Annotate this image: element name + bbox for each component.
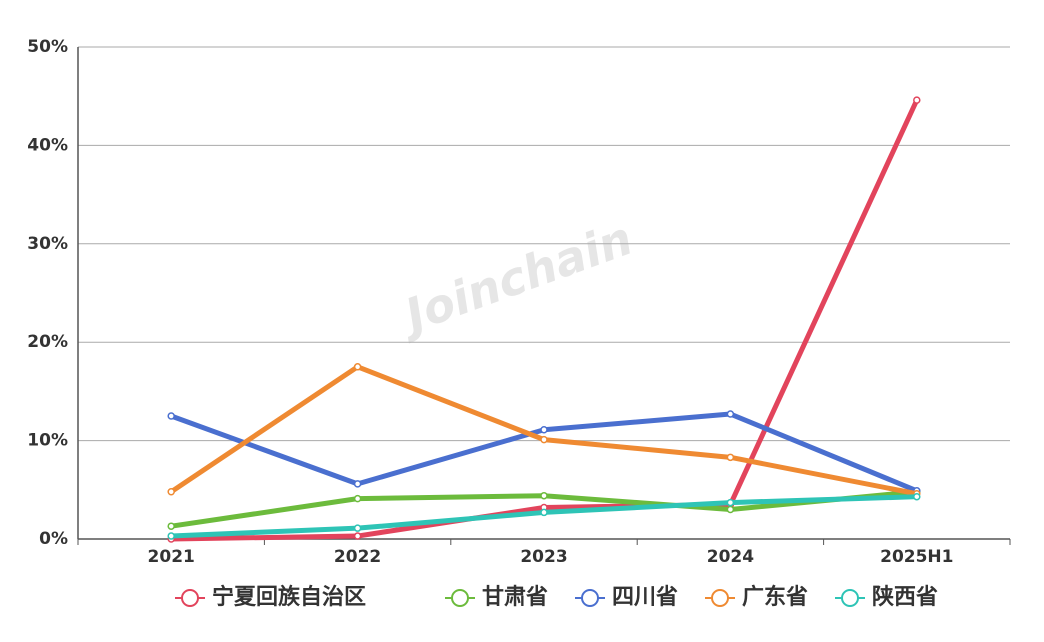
x-tick-label: 2022	[334, 547, 381, 567]
legend-label: 宁夏回族自治区	[212, 584, 366, 610]
point	[540, 435, 548, 444]
point	[353, 532, 362, 540]
legend-icon	[181, 589, 199, 607]
legend-icon	[581, 589, 599, 607]
point	[353, 524, 362, 532]
legend-icon	[451, 589, 469, 607]
point	[353, 494, 362, 503]
x-tick-label: 2025H1	[880, 547, 953, 567]
legend-label: 陕西省	[872, 585, 938, 610]
legend-label: 广东省	[742, 584, 808, 610]
x-tick-label: 2024	[707, 547, 754, 567]
point	[167, 532, 175, 540]
point	[540, 426, 548, 434]
point	[167, 488, 175, 496]
point	[726, 498, 735, 507]
x-tick-label: 2021	[148, 547, 195, 567]
y-tick-label: 10%	[27, 431, 68, 451]
point	[913, 492, 921, 501]
x-tick-label: 2023	[520, 547, 567, 567]
legend-icon	[841, 589, 859, 607]
series-line	[170, 411, 918, 494]
y-tick-label: 50%	[27, 37, 68, 57]
legend-label: 四川省	[612, 585, 678, 610]
point	[167, 522, 175, 530]
point	[726, 505, 735, 514]
point	[540, 508, 548, 517]
point	[726, 410, 735, 418]
point	[913, 96, 921, 104]
point	[540, 491, 548, 500]
point	[167, 412, 175, 420]
watermark: Joinchain	[391, 211, 640, 345]
series-line	[171, 494, 917, 539]
y-tick-label: 40%	[27, 135, 68, 155]
legend-icon	[711, 589, 729, 607]
point	[353, 480, 362, 488]
legend-label: 甘肃省	[482, 584, 548, 610]
point	[353, 363, 362, 371]
y-tick-label: 20%	[27, 332, 68, 352]
y-tick-label: 0%	[39, 529, 68, 549]
y-tick-label: 30%	[27, 234, 68, 254]
point	[726, 453, 735, 462]
